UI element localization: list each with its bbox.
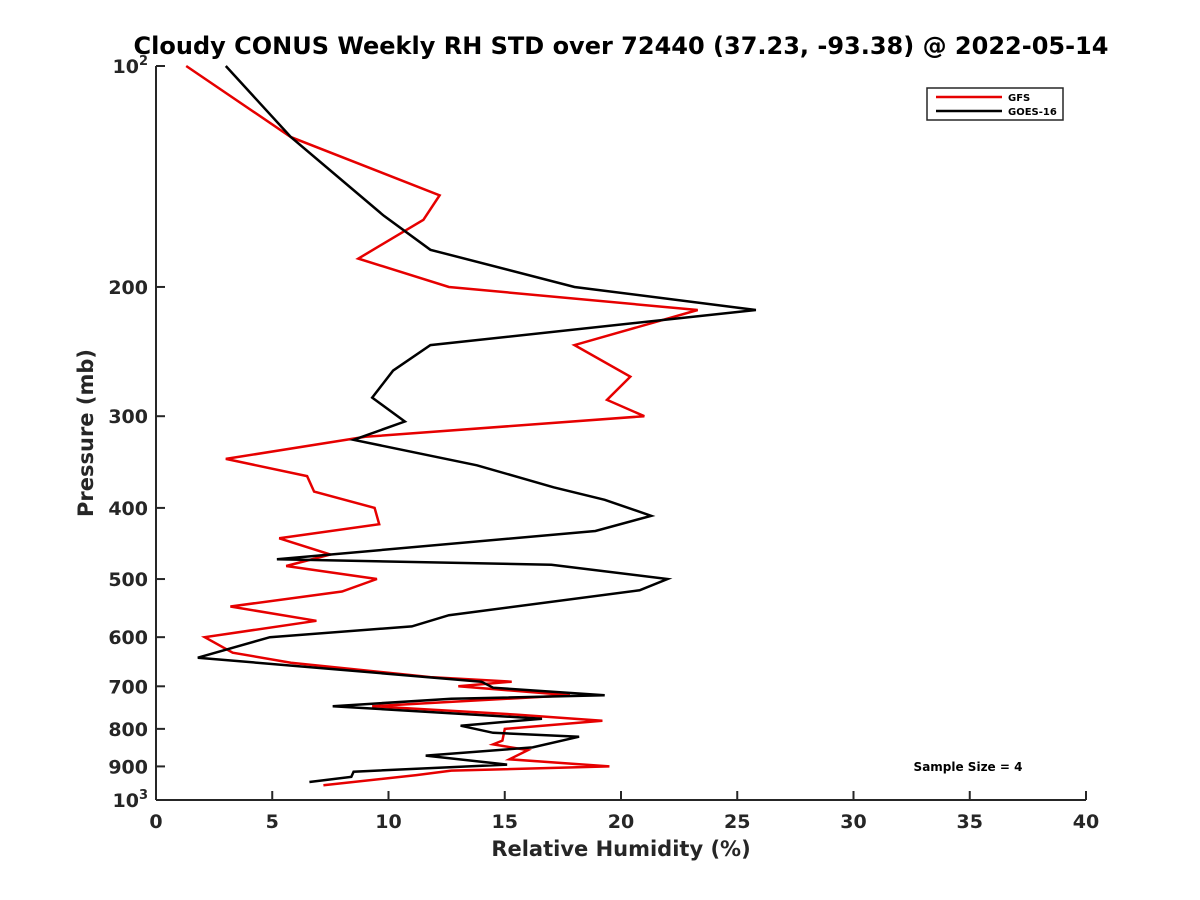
chart-title: Cloudy CONUS Weekly RH STD over 72440 (3… (134, 32, 1109, 60)
x-tick-label: 5 (266, 811, 279, 833)
y-tick-label: 300 (108, 406, 148, 428)
sample-size-annotation: Sample Size = 4 (914, 760, 1023, 774)
y-tick-label: 103 (113, 788, 149, 812)
x-ticks: 0 5 10 15 20 25 30 35 40 (149, 791, 1099, 833)
y-tick-label: 800 (108, 719, 148, 741)
legend-box (926, 87, 1064, 121)
series-line-gfs (185, 64, 699, 787)
legend-label-goes16: GOES-16 (1008, 107, 1057, 118)
y-tick-exponent: 3 (139, 788, 148, 803)
y-tick-label: 200 (108, 277, 148, 299)
x-tick-label: 25 (724, 811, 750, 833)
x-tick-label: 30 (840, 811, 866, 833)
legend-label-gfs: GFS (1008, 93, 1030, 104)
x-tick-label: 15 (492, 811, 518, 833)
y-tick-exponent: 2 (139, 54, 148, 69)
x-axis-label: Relative Humidity (%) (491, 837, 750, 861)
y-tick-label: 500 (108, 569, 148, 591)
y-tick-label: 400 (108, 498, 148, 520)
legend: GFS GOES-16 (926, 87, 1064, 121)
x-tick-label: 0 (149, 811, 162, 833)
plot-lines (185, 64, 757, 787)
y-tick-base: 10 (113, 56, 139, 78)
y-tick-label: 900 (108, 756, 148, 778)
y-tick-label: 102 (113, 54, 149, 78)
x-tick-label: 40 (1073, 811, 1099, 833)
y-tick-base: 10 (113, 790, 139, 812)
x-tick-label: 35 (957, 811, 983, 833)
series-line-goes16 (197, 65, 757, 784)
x-tick-label: 20 (608, 811, 634, 833)
y-axis-label: Pressure (mb) (74, 349, 98, 517)
x-tick-label: 10 (375, 811, 401, 833)
y-tick-label: 700 (108, 676, 148, 698)
y-tick-label: 600 (108, 627, 148, 649)
